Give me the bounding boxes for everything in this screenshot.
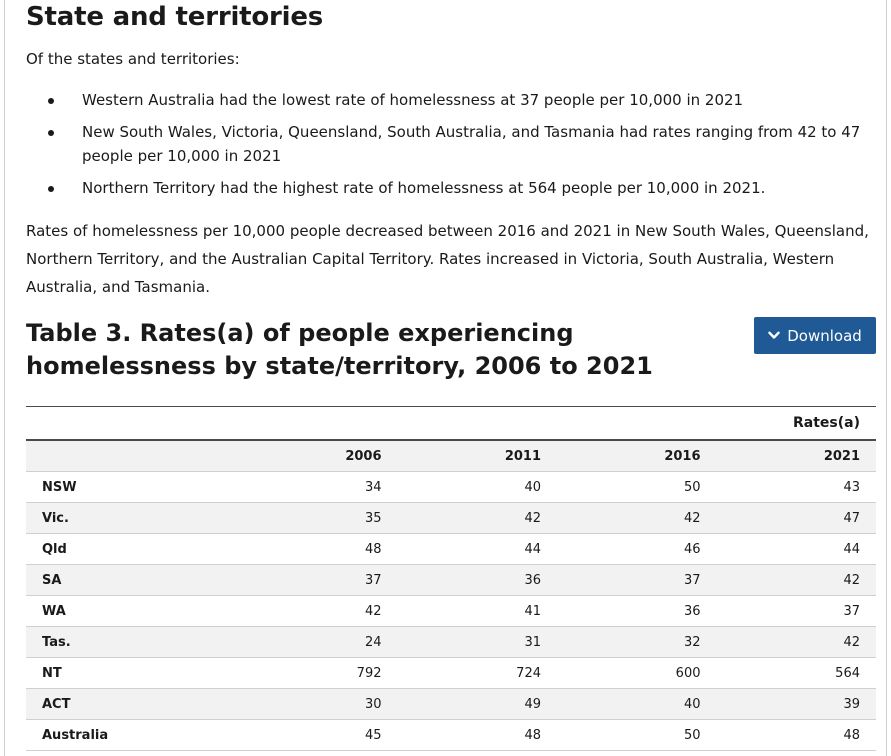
table-cell: 34 xyxy=(238,471,398,503)
table-body: NSW 34 40 50 43 Vic. 35 42 42 47 Qld 48 44 46 44 SA 37 36… xyxy=(26,471,876,751)
row-label: Vic. xyxy=(26,502,238,534)
table-cell: 48 xyxy=(716,719,876,751)
table-cell: 42 xyxy=(397,502,557,534)
table-cell: 46 xyxy=(557,533,717,565)
table-cell: 48 xyxy=(238,533,398,565)
table-cell: 39 xyxy=(716,688,876,720)
table-row: Tas. 24 31 32 42 xyxy=(26,626,876,658)
bullet-text: New South Wales, Victoria, Queensland, S… xyxy=(82,123,861,165)
table-cell: 48 xyxy=(397,719,557,751)
table-row: Qld 48 44 46 44 xyxy=(26,533,876,565)
bullet-item: New South Wales, Victoria, Queensland, S… xyxy=(26,120,876,168)
table-group-header-row: Rates(a) xyxy=(26,406,876,441)
column-header: 2021 xyxy=(716,440,876,472)
table-title: Table 3. Rates(a) of people experiencing… xyxy=(26,319,653,380)
table-cell: 30 xyxy=(238,688,398,720)
column-header: 2006 xyxy=(238,440,398,472)
bullet-dot xyxy=(48,130,54,136)
table-cell: 792 xyxy=(238,657,398,689)
table-cell: 24 xyxy=(238,626,398,658)
row-label: Qld xyxy=(26,533,238,565)
row-label: Australia xyxy=(26,719,238,751)
table-row: NSW 34 40 50 43 xyxy=(26,471,876,503)
table-cell: 43 xyxy=(716,471,876,503)
table-cell: 45 xyxy=(238,719,398,751)
bullet-text: Northern Territory had the highest rate … xyxy=(82,179,766,197)
table-cell: 36 xyxy=(397,564,557,596)
table-row: ACT 30 49 40 39 xyxy=(26,688,876,720)
table-cell: 47 xyxy=(716,502,876,534)
table-cell: 42 xyxy=(716,564,876,596)
bullet-dot xyxy=(48,186,54,192)
table-cell: 40 xyxy=(557,688,717,720)
table-row: NT 792 724 600 564 xyxy=(26,657,876,689)
row-label: WA xyxy=(26,595,238,627)
table-cell: 37 xyxy=(716,595,876,627)
table-cell: 42 xyxy=(238,595,398,627)
column-header: 2016 xyxy=(557,440,717,472)
row-label: NSW xyxy=(26,471,238,503)
table-row: WA 42 41 36 37 xyxy=(26,595,876,627)
table-row: Australia 45 48 50 48 xyxy=(26,719,876,751)
table-cell: 42 xyxy=(716,626,876,658)
section-title: State and territories xyxy=(26,2,324,32)
bullet-item: Western Australia had the lowest rate of… xyxy=(26,88,876,112)
table-cell: 36 xyxy=(557,595,717,627)
column-header: 2011 xyxy=(397,440,557,472)
stub-header xyxy=(26,440,238,472)
bullet-dot xyxy=(48,98,54,104)
table-cell: 724 xyxy=(397,657,557,689)
table-cell: 35 xyxy=(238,502,398,534)
table-cell: 600 xyxy=(557,657,717,689)
row-label: SA xyxy=(26,564,238,596)
table-cell: 44 xyxy=(397,533,557,565)
table-row: SA 37 36 37 42 xyxy=(26,564,876,596)
row-label: NT xyxy=(26,657,238,689)
table-header-row: 2006 2011 2016 2021 xyxy=(26,440,876,472)
chevron-down-icon xyxy=(768,331,780,340)
table-row: Vic. 35 42 42 47 xyxy=(26,502,876,534)
rates-table: Rates(a) 2006 2011 2016 2021 NSW 34 40 50 43… xyxy=(26,406,876,751)
download-button[interactable]: Download xyxy=(754,317,876,354)
bullet-list: Western Australia had the lowest rate of… xyxy=(26,88,876,208)
bullet-item: Northern Territory had the highest rate … xyxy=(26,176,876,200)
page-frame: State and territories Of the states and … xyxy=(4,0,887,756)
table-cell: 50 xyxy=(557,719,717,751)
intro-text: Of the states and territories: xyxy=(26,50,240,68)
table-cell: 37 xyxy=(238,564,398,596)
table-cell: 41 xyxy=(397,595,557,627)
table-cell: 32 xyxy=(557,626,717,658)
row-label: Tas. xyxy=(26,626,238,658)
row-label: ACT xyxy=(26,688,238,720)
table-cell: 40 xyxy=(397,471,557,503)
table-cell: 564 xyxy=(716,657,876,689)
table-cell: 42 xyxy=(557,502,717,534)
bullet-text: Western Australia had the lowest rate of… xyxy=(82,91,744,109)
summary-paragraph: Rates of homelessness per 10,000 people … xyxy=(26,222,869,296)
download-button-label: Download xyxy=(787,326,862,345)
table-cell: 49 xyxy=(397,688,557,720)
table-cell: 50 xyxy=(557,471,717,503)
table-cell: 31 xyxy=(397,626,557,658)
table-cell: 44 xyxy=(716,533,876,565)
rates-group-header: Rates(a) xyxy=(26,406,876,441)
table-cell: 37 xyxy=(557,564,717,596)
